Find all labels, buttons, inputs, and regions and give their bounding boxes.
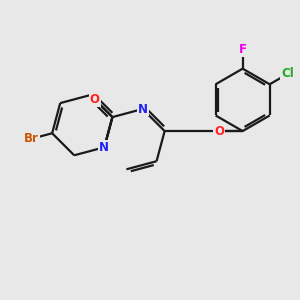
Text: N: N: [99, 141, 110, 154]
Text: O: O: [214, 124, 224, 138]
Text: N: N: [138, 103, 148, 116]
Text: Br: Br: [24, 132, 39, 145]
Text: O: O: [90, 93, 100, 106]
Text: Cl: Cl: [281, 68, 294, 80]
Text: F: F: [239, 43, 247, 56]
